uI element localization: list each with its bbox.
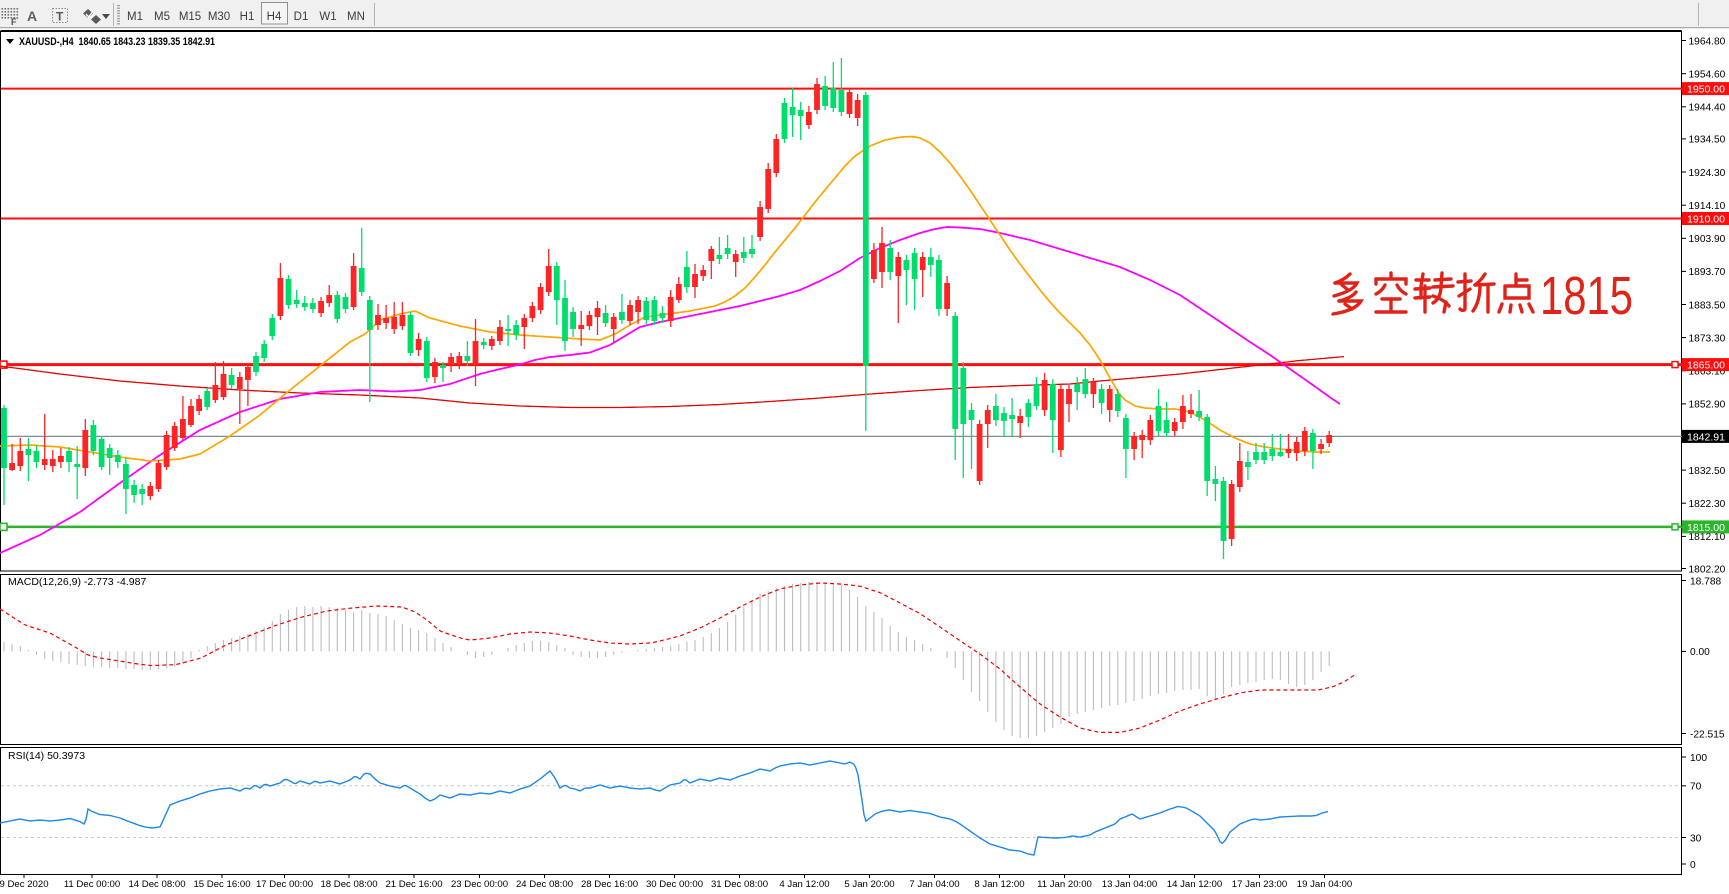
svg-text:M1: M1 — [127, 11, 143, 23]
svg-text:17 Jan 23:00: 17 Jan 23:00 — [1232, 879, 1287, 890]
svg-text:1873.30: 1873.30 — [1689, 333, 1726, 344]
svg-text:23 Dec 00:00: 23 Dec 00:00 — [451, 879, 508, 890]
svg-text:M5: M5 — [154, 11, 170, 23]
svg-text:5 Jan 20:00: 5 Jan 20:00 — [844, 879, 894, 890]
svg-text:30: 30 — [1690, 833, 1702, 844]
svg-text:31 Dec 08:00: 31 Dec 08:00 — [711, 879, 768, 890]
svg-text:15 Dec 16:00: 15 Dec 16:00 — [193, 879, 250, 890]
svg-text:14 Dec 08:00: 14 Dec 08:00 — [128, 879, 185, 890]
svg-text:-22.515: -22.515 — [1690, 729, 1725, 740]
svg-text:H4: H4 — [267, 11, 282, 23]
svg-text:8 Jan 12:00: 8 Jan 12:00 — [974, 879, 1024, 890]
svg-text:100: 100 — [1690, 753, 1707, 764]
svg-text:RSI(14) 50.3973: RSI(14) 50.3973 — [8, 750, 85, 762]
svg-text:1852.90: 1852.90 — [1689, 400, 1726, 411]
svg-text:XAUUSD-,H4 1840.65 1843.23 18: XAUUSD-,H4 1840.65 1843.23 1839.35 1842.… — [19, 36, 215, 48]
svg-text:T: T — [56, 10, 64, 24]
svg-text:24 Dec 08:00: 24 Dec 08:00 — [516, 879, 573, 890]
svg-text:1910.00: 1910.00 — [1687, 214, 1725, 226]
svg-text:70: 70 — [1690, 782, 1702, 793]
svg-text:1934.50: 1934.50 — [1689, 135, 1726, 146]
svg-text:1822.30: 1822.30 — [1689, 499, 1726, 510]
svg-text:F: F — [11, 17, 17, 27]
svg-text:11 Dec 00:00: 11 Dec 00:00 — [64, 879, 120, 890]
svg-text:1832.50: 1832.50 — [1689, 466, 1726, 477]
svg-text:18.788: 18.788 — [1690, 576, 1721, 587]
svg-text:1865.00: 1865.00 — [1687, 360, 1725, 372]
svg-text:17 Dec 00:00: 17 Dec 00:00 — [256, 879, 313, 890]
svg-text:14 Jan 12:00: 14 Jan 12:00 — [1167, 879, 1222, 890]
svg-text:MACD(12,26,9) -2.773 -4.987: MACD(12,26,9) -2.773 -4.987 — [8, 576, 146, 588]
svg-text:1914.10: 1914.10 — [1689, 201, 1726, 212]
svg-text:M30: M30 — [208, 11, 230, 23]
svg-text:D1: D1 — [294, 11, 309, 23]
svg-text:1812.10: 1812.10 — [1689, 532, 1726, 543]
svg-text:28 Dec 16:00: 28 Dec 16:00 — [581, 879, 638, 890]
svg-text:9 Dec 2020: 9 Dec 2020 — [0, 879, 49, 890]
svg-text:4 Jan 12:00: 4 Jan 12:00 — [779, 879, 829, 890]
svg-text:30 Dec 00:00: 30 Dec 00:00 — [646, 879, 703, 890]
svg-text:1815.00: 1815.00 — [1687, 522, 1725, 534]
svg-text:21 Dec 16:00: 21 Dec 16:00 — [385, 879, 442, 890]
svg-text:1842.91: 1842.91 — [1687, 431, 1725, 443]
svg-text:1954.60: 1954.60 — [1689, 70, 1726, 81]
svg-text:19 Jan 04:00: 19 Jan 04:00 — [1297, 879, 1352, 890]
svg-text:1944.40: 1944.40 — [1689, 103, 1726, 114]
svg-text:1883.50: 1883.50 — [1689, 300, 1726, 311]
svg-text:0.00: 0.00 — [1690, 647, 1710, 658]
svg-text:7 Jan 04:00: 7 Jan 04:00 — [909, 879, 959, 890]
svg-text:1815: 1815 — [1540, 266, 1633, 326]
svg-text:H1: H1 — [240, 11, 255, 23]
svg-text:1903.90: 1903.90 — [1689, 234, 1726, 245]
svg-text:A: A — [27, 8, 37, 24]
svg-text:1924.30: 1924.30 — [1689, 168, 1726, 179]
svg-text:18 Dec 08:00: 18 Dec 08:00 — [320, 879, 377, 890]
svg-text:11 Jan 20:00: 11 Jan 20:00 — [1037, 879, 1092, 890]
svg-text:1863.10: 1863.10 — [1689, 367, 1726, 378]
svg-text:13 Jan 04:00: 13 Jan 04:00 — [1102, 879, 1157, 890]
svg-text:1964.80: 1964.80 — [1689, 36, 1726, 47]
svg-text:MN: MN — [347, 11, 365, 23]
svg-text:0: 0 — [1690, 860, 1696, 871]
svg-text:W1: W1 — [319, 11, 336, 23]
svg-text:1950.00: 1950.00 — [1687, 84, 1725, 96]
svg-text:M15: M15 — [179, 11, 201, 23]
svg-text:1893.70: 1893.70 — [1689, 267, 1726, 278]
svg-text:1802.20: 1802.20 — [1689, 564, 1726, 575]
